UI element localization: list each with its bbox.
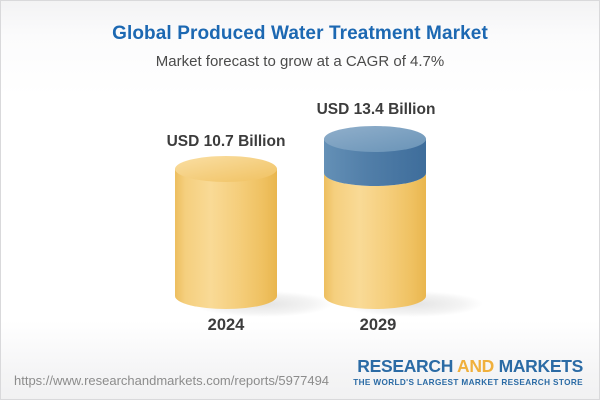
report-url: https://www.researchandmarkets.com/repor… (14, 373, 330, 388)
brand-word-markets: MARKETS (498, 356, 584, 376)
bar-2029-base-segment (324, 173, 426, 309)
brand-word-and: AND (456, 356, 494, 376)
brand-word-research: RESEARCH (357, 356, 454, 376)
x-tick-2024: 2024 (207, 316, 245, 334)
bar-2029-growth-segment (324, 139, 426, 186)
bar-2024-body (175, 169, 277, 309)
value-label-2029: USD 13.4 Billion (316, 101, 436, 118)
bar-2029-cylinder (324, 126, 483, 317)
page-subtitle: Market forecast to grow at a CAGR of 4.7… (155, 53, 445, 70)
brand-wordmark: RESEARCH AND MARKETS (353, 356, 584, 376)
brand-tagline: THE WORLD'S LARGEST MARKET RESEARCH STOR… (353, 377, 583, 387)
x-tick-2029: 2029 (359, 316, 397, 334)
bar-2024-cylinder (175, 156, 333, 317)
bar-2029-top-face (324, 126, 426, 152)
brand-logo: RESEARCH AND MARKETS THE WORLD'S LARGEST… (353, 356, 584, 387)
page-title: Global Produced Water Treatment Market (112, 23, 488, 44)
value-label-2024: USD 10.7 Billion (166, 133, 286, 150)
bar-2024-top-face (175, 156, 277, 182)
